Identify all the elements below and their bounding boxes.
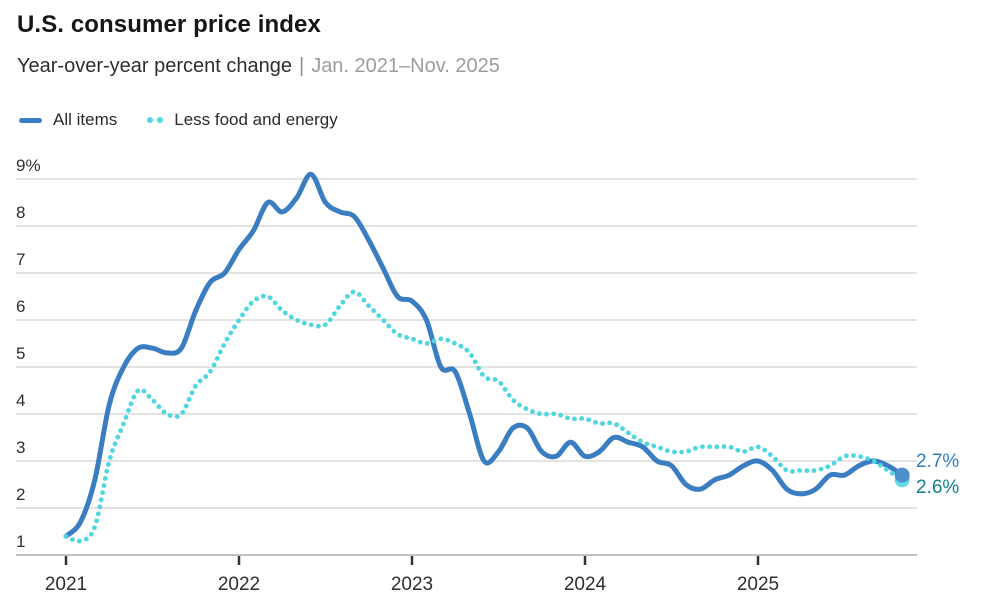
y-axis-label-9: 9% <box>16 156 41 175</box>
x-axis-label-2023: 2023 <box>391 574 433 595</box>
chart-legend: All items Less food and energy <box>19 110 338 130</box>
y-axis-label-8: 8 <box>16 203 25 222</box>
chart-subtitle: Year-over-year percent change | Jan. 2021–… <box>17 55 500 78</box>
x-axis-label-2021: 2021 <box>45 574 87 595</box>
y-axis-label-5: 5 <box>16 344 25 363</box>
end-dot-all-items <box>894 467 910 483</box>
solid-line-marker-icon <box>19 117 42 123</box>
y-axis-label-7: 7 <box>16 250 25 269</box>
x-axis-label-2025: 2025 <box>737 574 779 595</box>
y-axis-label-3: 3 <box>16 438 25 457</box>
legend-item-less-food-and-energy: Less food and energy <box>147 110 338 130</box>
end-label-less-food-and-energy: 2.6% <box>916 477 959 498</box>
legend-label-less-food-and-energy: Less food and energy <box>174 110 338 129</box>
series-all-items-line <box>63 171 905 539</box>
legend-label-all-items: All items <box>53 110 118 129</box>
y-axis-label-6: 6 <box>16 297 25 316</box>
x-axis-label-2022: 2022 <box>218 574 260 595</box>
dotted-line-marker-icon <box>147 117 164 123</box>
x-axis-label-2024: 2024 <box>564 574 607 595</box>
legend-item-all-items: All items <box>19 110 117 130</box>
end-label-all-items: 2.7% <box>916 451 959 472</box>
subtitle-date-range: Jan. 2021–Nov. 2025 <box>311 55 500 77</box>
y-axis-label-2: 2 <box>16 485 25 504</box>
y-axis-label-1: 1 <box>16 532 25 551</box>
series-less-food-and-energy-line <box>63 289 905 544</box>
y-axis-label-4: 4 <box>16 391 25 410</box>
subtitle-separator: | <box>298 55 305 77</box>
page-title: U.S. consumer price index <box>17 11 321 38</box>
subtitle-measure: Year-over-year percent change <box>17 55 292 77</box>
